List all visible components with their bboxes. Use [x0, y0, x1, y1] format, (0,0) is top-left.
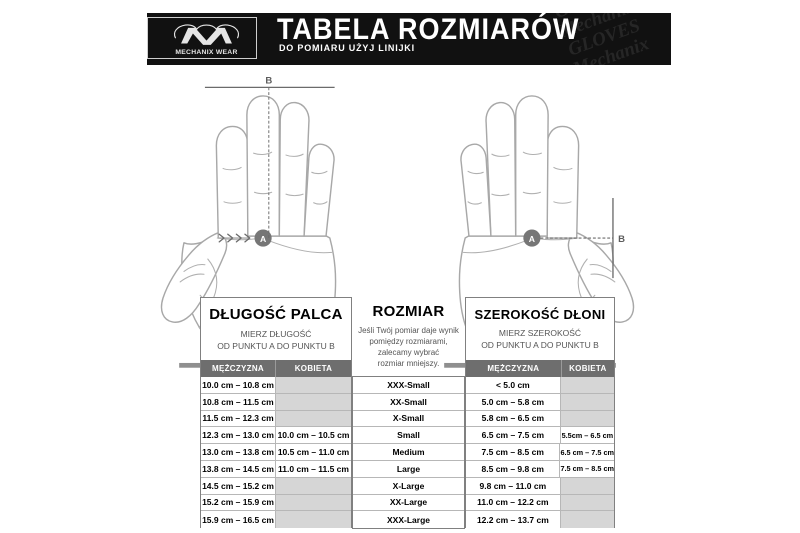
svg-text:A: A: [529, 234, 535, 244]
svg-text:A: A: [260, 234, 266, 244]
svg-text:B: B: [265, 76, 272, 87]
svg-text:B: B: [618, 234, 625, 245]
svg-text:MECHANIX WEAR: MECHANIX WEAR: [175, 49, 237, 56]
